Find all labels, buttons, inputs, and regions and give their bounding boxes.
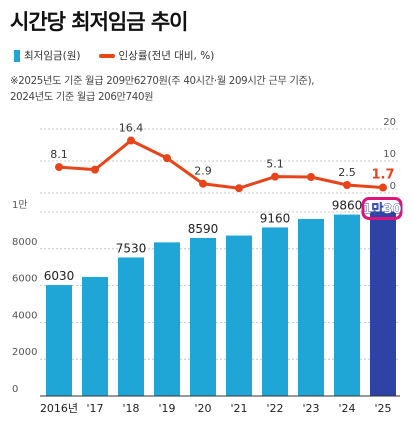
bar-data-label: 7530	[116, 241, 147, 255]
x-tick-label: '24	[338, 402, 355, 415]
bar	[118, 257, 144, 396]
rate-point	[271, 172, 279, 181]
bar	[82, 276, 108, 396]
rate-data-label: 16.4	[119, 122, 144, 135]
bar	[370, 211, 396, 396]
note-line-2: 2024년도 기준 월급 206만740원	[10, 92, 154, 103]
right-tick-label: 10	[383, 149, 396, 160]
x-tick-label: '25	[374, 402, 391, 415]
bar	[298, 218, 324, 396]
right-tick-label: 20	[383, 117, 396, 128]
x-tick-label: '18	[122, 402, 139, 415]
left-tick-label: 8000	[12, 237, 37, 248]
rate-data-label: 1.7	[371, 168, 394, 183]
legend-bar-swatch	[14, 49, 20, 62]
bar	[334, 214, 360, 396]
rate-data-label: 2.5	[338, 166, 356, 179]
bar-data-label: 6030	[44, 269, 75, 283]
legend-bar-label: 최저임금(원)	[24, 50, 81, 62]
legend-line-label: 인상률(전년 대비, %)	[118, 50, 215, 62]
x-tick-label: '19	[158, 402, 175, 415]
rate-point	[379, 183, 387, 192]
legend-line-swatch	[98, 53, 115, 58]
bar	[190, 237, 216, 396]
highlight-marker	[361, 196, 403, 220]
note-line-1: ※2025년도 기준 월급 209만6270원(주 40시간·월 209시간 근…	[10, 76, 315, 87]
rate-point	[55, 163, 63, 172]
left-tick-label: 4000	[12, 310, 37, 321]
x-tick-label: '20	[194, 402, 211, 415]
bar-data-label: 9160	[260, 211, 291, 225]
x-tick-label: '17	[86, 402, 103, 415]
bar-data-label: 1만30	[362, 201, 401, 217]
rate-data-label: 8.1	[50, 148, 68, 161]
left-tick-label: 1만	[12, 199, 28, 211]
rate-point	[91, 165, 99, 174]
rate-data-label: 2.9	[194, 165, 212, 178]
x-tick-label: '22	[266, 402, 283, 415]
bar	[262, 227, 288, 396]
rate-line	[58, 139, 384, 190]
rate-point	[127, 136, 135, 145]
x-tick-label: 2016년	[40, 402, 78, 415]
x-tick-label: '21	[230, 402, 247, 415]
rate-point	[343, 181, 351, 189]
rate-point	[163, 154, 171, 163]
rate-point	[235, 184, 243, 193]
chart-title: 시간당 최저임금 추이	[10, 10, 189, 34]
bar-data-label: 8590	[188, 222, 219, 236]
bar-data-label: 9860	[332, 199, 363, 213]
rate-point	[307, 173, 315, 181]
rate-point	[199, 179, 207, 188]
rate-data-label: 5.1	[266, 158, 284, 171]
legend: 최저임금(원) 인상률(전년 대비, %)	[14, 48, 214, 63]
left-tick-label: 2000	[12, 347, 37, 358]
bar	[154, 242, 180, 396]
right-tick-label: 0	[390, 181, 396, 192]
left-tick-label: 0	[12, 384, 18, 395]
left-tick-label: 6000	[12, 274, 37, 285]
bar	[226, 235, 252, 396]
x-tick-label: '23	[302, 402, 319, 415]
bar	[46, 285, 72, 396]
